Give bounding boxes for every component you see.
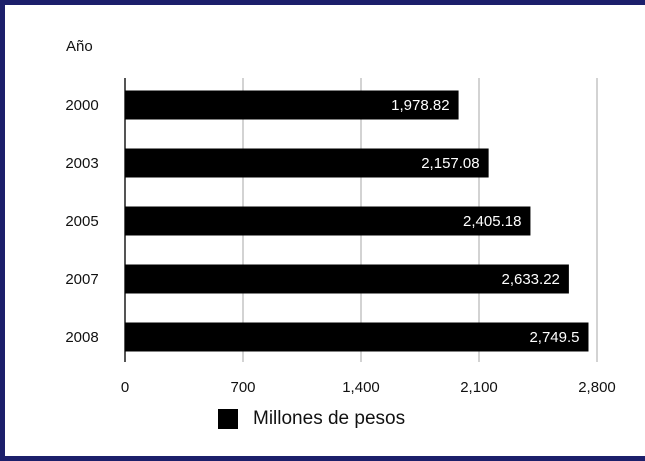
x-tick-label: 2,100 <box>460 379 498 396</box>
bar-value-label: 2,157.08 <box>421 155 479 172</box>
y-axis-title: Año <box>66 38 93 55</box>
x-tick-label: 0 <box>121 379 129 396</box>
bar-value-label: 2,633.22 <box>501 271 559 288</box>
x-tick-label: 700 <box>230 379 255 396</box>
bar <box>125 264 569 294</box>
legend-label: Millones de pesos <box>253 408 406 429</box>
x-tick-label: 2,800 <box>578 379 616 396</box>
bar <box>125 148 489 178</box>
bar <box>125 90 459 120</box>
bar-value-label: 2,749.5 <box>529 329 579 346</box>
legend: Millones de pesos <box>218 408 405 430</box>
legend-swatch <box>218 409 238 429</box>
bar-value-label: 2,405.18 <box>463 213 521 230</box>
y-tick-label: 2000 <box>65 97 98 114</box>
bar-value-label: 1,978.82 <box>391 97 449 114</box>
y-tick-label: 2007 <box>65 271 98 288</box>
y-tick-label: 2008 <box>65 329 98 346</box>
bar <box>125 322 589 352</box>
x-tick-label: 1,400 <box>342 379 380 396</box>
y-tick-label: 2005 <box>65 213 98 230</box>
bar <box>125 206 531 236</box>
y-tick-label: 2003 <box>65 155 98 172</box>
